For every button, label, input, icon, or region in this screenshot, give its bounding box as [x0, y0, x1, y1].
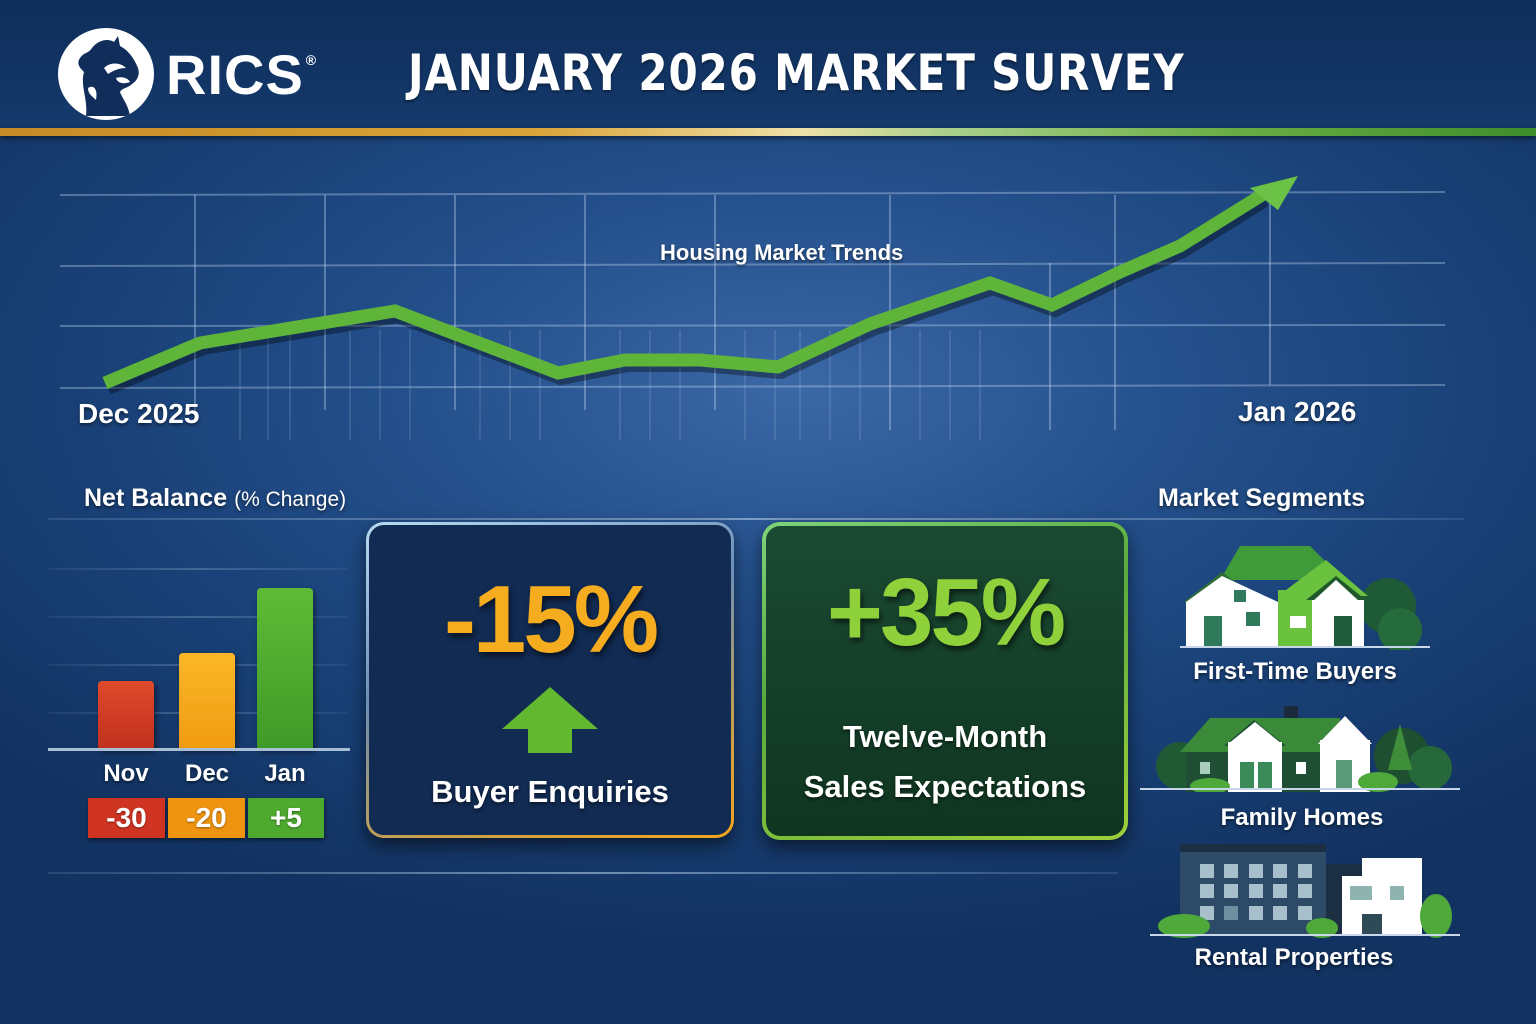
apartment-icon — [1150, 844, 1460, 938]
bar-baseline — [48, 748, 350, 751]
family-homes-icon — [1140, 706, 1460, 792]
gridline — [48, 616, 348, 618]
trend-end-label: Jan 2026 — [1238, 396, 1357, 427]
sales-expectations-card: +35% Twelve-Month Sales Expectations — [762, 522, 1128, 840]
brand-logo-text: RICS ® — [166, 42, 317, 107]
sales-expectations-value: +35% — [826, 559, 1066, 666]
segment-label-family-homes: Family Homes — [1220, 804, 1384, 831]
buyer-enquiries-card: -15% Buyer Enquiries — [366, 522, 734, 838]
market-segments-title: Market Segments — [1158, 484, 1366, 512]
net-balance-title-text: Net Balance — [84, 484, 228, 512]
value-chip-nov: -30 — [88, 798, 165, 838]
sales-expectations-label-line1: Twelve-Month — [842, 719, 1048, 754]
trend-start-label: Dec 2025 — [78, 398, 200, 429]
divider-line — [48, 518, 1464, 520]
buyer-enquiries-label: Buyer Enquiries — [431, 774, 669, 809]
page-title: JANUARY 2026 MARKET SURVEY — [408, 44, 1185, 102]
registered-mark: ® — [305, 52, 318, 68]
gridline — [48, 568, 348, 570]
bar-nov — [98, 681, 154, 749]
brand-name: RICS — [166, 43, 304, 106]
net-balance-subtitle: (% Change) — [234, 488, 347, 511]
rics-lion-logo-icon — [58, 28, 154, 120]
segment-label-first-time-buyers: First-Time Buyers — [1193, 658, 1397, 685]
net-balance-chart — [48, 520, 358, 760]
month-label-nov: Nov — [103, 760, 149, 787]
header — [0, 0, 1536, 130]
buyer-enquiries-value: -15% — [443, 566, 659, 673]
month-label-jan: Jan — [264, 760, 306, 787]
bar-jan — [257, 588, 313, 749]
segment-label-rental-properties: Rental Properties — [1194, 944, 1394, 971]
net-balance-title: Net Balance (% Change) — [84, 484, 346, 513]
trend-chart-title: Housing Market Trends — [660, 240, 904, 265]
houses-icon — [1180, 546, 1430, 650]
header-divider — [0, 128, 1536, 136]
sales-expectations-label-line2: Sales Expectations — [803, 769, 1087, 804]
up-arrow-icon — [502, 687, 598, 753]
value-chip-jan: +5 — [248, 798, 324, 838]
divider-line — [48, 872, 1118, 874]
bar-dec — [179, 653, 235, 749]
trend-line-chart — [59, 176, 1446, 440]
month-label-dec: Dec — [184, 760, 230, 787]
trend-arrow-head — [1250, 176, 1298, 210]
value-chip-dec: -20 — [168, 798, 245, 838]
